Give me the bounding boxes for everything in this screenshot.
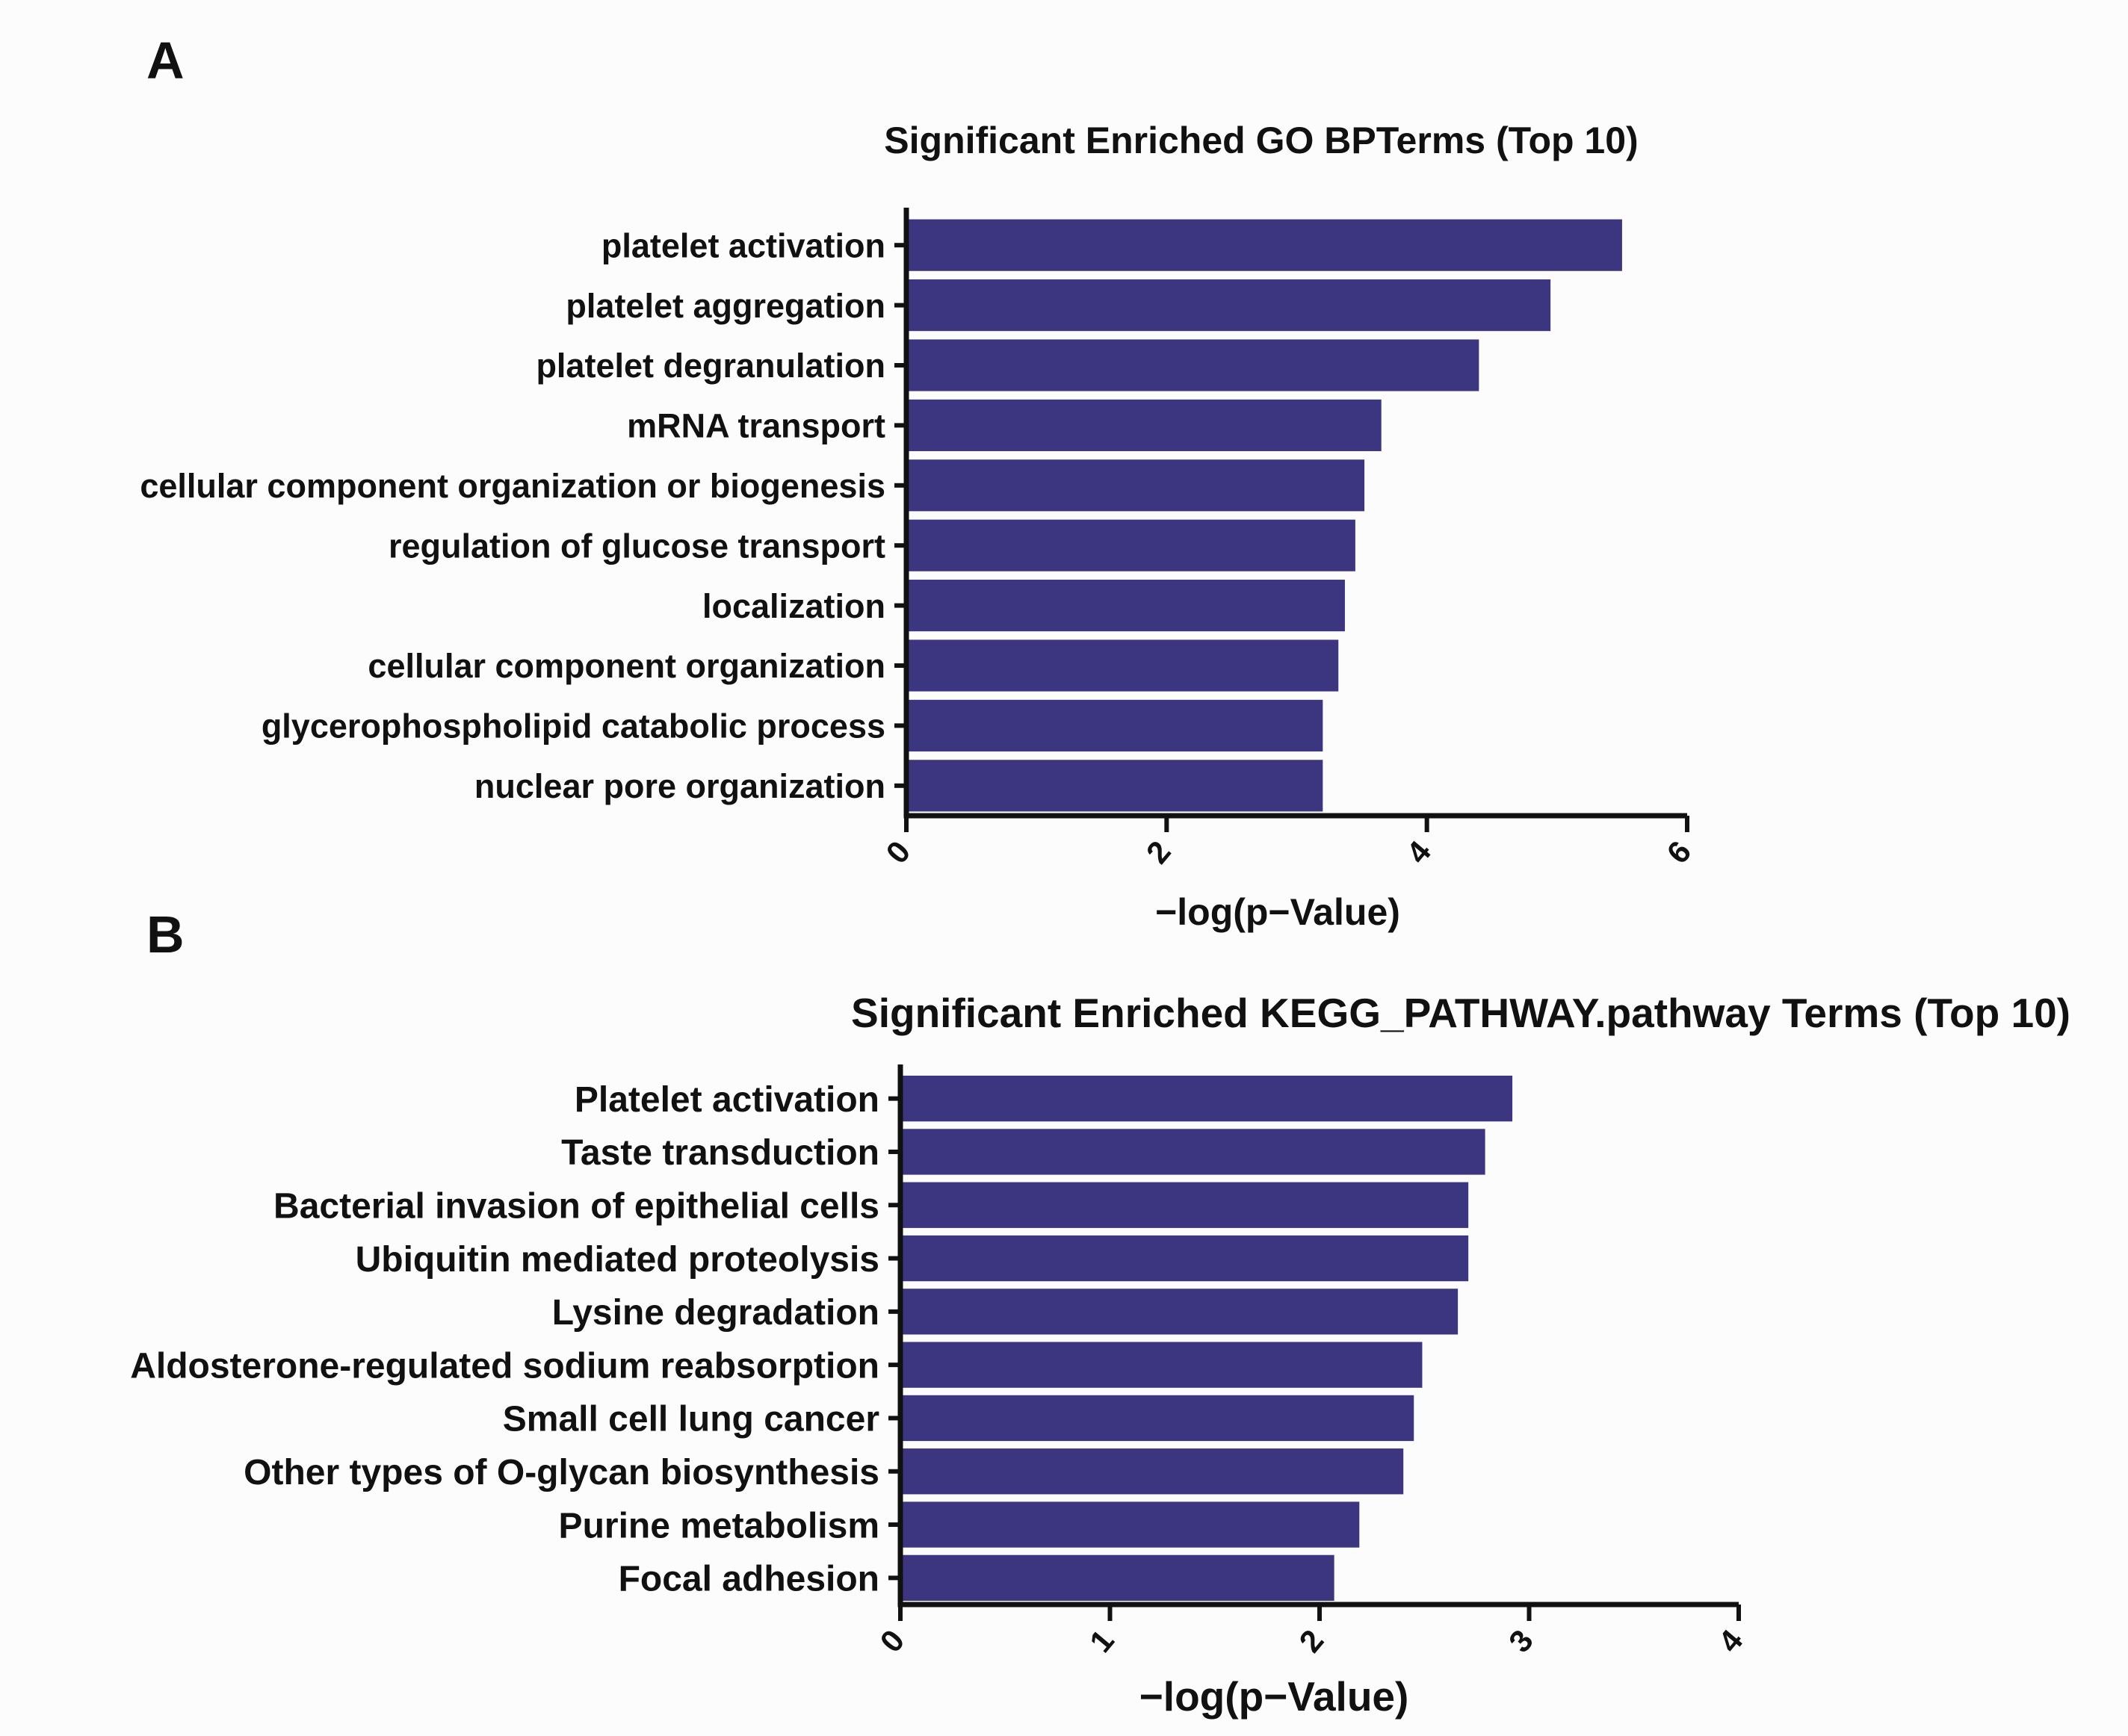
category-label: Bacterial invasion of epithelial cells	[273, 1187, 879, 1227]
x-tick-label: 1	[1083, 1623, 1121, 1659]
category-label: Platelet activation	[575, 1080, 879, 1120]
bar	[906, 279, 1551, 332]
bar	[900, 1501, 1360, 1548]
bar	[900, 1342, 1423, 1388]
x-tick-label: 6	[1660, 834, 1698, 870]
x-tick-label: 0	[879, 834, 917, 870]
x-tick-label: 2	[1139, 834, 1178, 870]
bar	[906, 639, 1339, 692]
x-tick-label: 4	[1399, 834, 1438, 870]
bar	[900, 1235, 1469, 1282]
bar	[900, 1395, 1414, 1442]
category-label: glycerophospholipid catabolic process	[262, 707, 885, 745]
category-label: regulation of glucose transport	[389, 527, 885, 565]
x-tick-label: 0	[873, 1623, 911, 1659]
bar	[900, 1448, 1404, 1495]
bar	[906, 760, 1323, 812]
bar	[906, 699, 1323, 751]
category-label: nuclear pore organization	[474, 767, 885, 805]
category-label: Other types of O-glycan biosynthesis	[244, 1453, 879, 1492]
category-label: mRNA transport	[627, 407, 885, 445]
category-label: Small cell lung cancer	[503, 1400, 879, 1439]
x-tick-label: 2	[1292, 1623, 1330, 1659]
go-bp-chart: Significant Enriched GO BPTerms (Top 10)…	[140, 120, 1698, 933]
bar	[906, 519, 1355, 571]
panel-letter-a: A	[146, 31, 185, 90]
chart-a-x-axis-label: −log(p−Value)	[1155, 891, 1400, 933]
category-label: Focal adhesion	[619, 1560, 879, 1599]
bar	[906, 399, 1382, 451]
bar	[906, 459, 1365, 512]
chart-b-title: Significant Enriched KEGG_PATHWAY.pathwa…	[851, 990, 2070, 1036]
category-label: Taste transduction	[561, 1133, 879, 1173]
bar	[900, 1289, 1459, 1335]
category-label: Purine metabolism	[559, 1506, 879, 1546]
kegg-pathway-chart: Significant Enriched KEGG_PATHWAY.pathwa…	[130, 990, 2070, 1720]
bar	[906, 580, 1345, 632]
x-tick-label: 3	[1502, 1623, 1540, 1659]
category-label: platelet aggregation	[566, 287, 885, 325]
bar	[900, 1182, 1469, 1228]
category-label: localization	[702, 587, 885, 625]
category-label: Aldosterone-regulated sodium reabsorptio…	[130, 1346, 879, 1386]
category-label: Ubiquitin mediated proteolysis	[356, 1240, 879, 1280]
bar	[900, 1554, 1334, 1602]
panel-letter-b: B	[146, 905, 185, 964]
category-label: platelet activation	[601, 226, 885, 264]
bar	[906, 219, 1622, 271]
category-label: platelet degranulation	[536, 347, 885, 385]
category-label: Lysine degradation	[552, 1293, 879, 1333]
bar	[900, 1075, 1513, 1122]
bar	[900, 1129, 1485, 1175]
chart-b-x-axis-label: −log(p−Value)	[1139, 1673, 1409, 1720]
category-label: cellular component organization	[368, 647, 885, 685]
x-tick-label: 4	[1711, 1622, 1749, 1659]
chart-a-title: Significant Enriched GO BPTerms (Top 10)	[884, 120, 1638, 161]
category-label: cellular component organization or bioge…	[140, 467, 885, 505]
bar	[906, 339, 1479, 391]
